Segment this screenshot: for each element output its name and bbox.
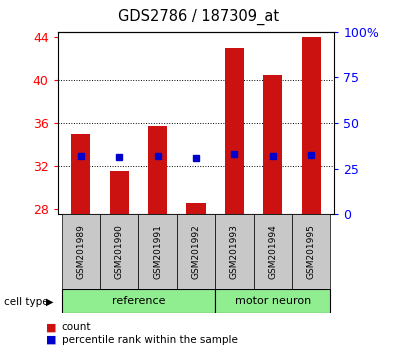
FancyBboxPatch shape [254,214,292,289]
Text: GSM201993: GSM201993 [230,224,239,279]
Text: GSM201991: GSM201991 [153,224,162,279]
FancyBboxPatch shape [62,214,100,289]
Text: motor neuron: motor neuron [235,296,311,306]
Text: cell type: cell type [4,297,49,307]
Text: GSM201992: GSM201992 [191,224,201,279]
Text: reference: reference [111,296,165,306]
Bar [302,37,321,214]
Bar [148,126,167,214]
Text: GSM201990: GSM201990 [115,224,124,279]
FancyBboxPatch shape [62,289,215,313]
FancyBboxPatch shape [215,289,330,313]
Bar [71,134,90,214]
FancyBboxPatch shape [177,214,215,289]
Bar [186,204,206,214]
FancyBboxPatch shape [292,214,330,289]
FancyBboxPatch shape [100,214,139,289]
FancyBboxPatch shape [215,214,254,289]
Bar [225,48,244,214]
Text: GDS2786 / 187309_at: GDS2786 / 187309_at [119,9,279,25]
Text: ▶: ▶ [46,297,53,307]
Text: GSM201995: GSM201995 [307,224,316,279]
Text: GSM201989: GSM201989 [76,224,85,279]
Text: percentile rank within the sample: percentile rank within the sample [62,335,238,345]
Bar [263,75,283,214]
Bar [109,171,129,214]
FancyBboxPatch shape [139,214,177,289]
Text: count: count [62,322,91,332]
Text: GSM201994: GSM201994 [268,224,277,279]
Text: ■: ■ [46,335,56,345]
Text: ■: ■ [46,322,56,332]
